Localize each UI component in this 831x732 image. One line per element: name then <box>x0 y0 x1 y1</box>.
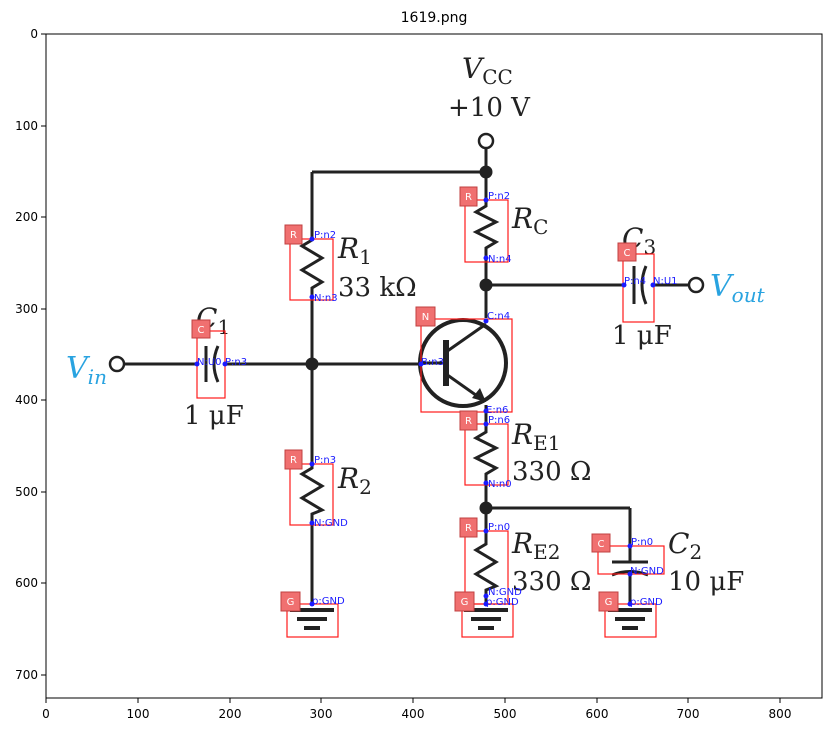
c2-label: C2 <box>668 527 702 564</box>
pin-label: N:GND <box>314 518 348 529</box>
component-tag: C <box>598 539 605 550</box>
annotation-rc: R P:n2 N:n4 <box>459 186 512 265</box>
component-tag: C <box>198 325 205 336</box>
pin-label: p:GND <box>630 597 663 608</box>
annotation-gnd3: G p:GND <box>598 591 663 638</box>
re2-value: 330 Ω <box>512 567 591 597</box>
pin-label: P:n3 <box>314 455 336 466</box>
re1-label: RE1 <box>511 418 560 455</box>
y-tick-label: 0 <box>30 27 38 41</box>
annotation-r1: R P:n2 N:n3 <box>284 224 338 304</box>
pin-label: N:U1 <box>653 276 678 287</box>
resistor-r1-symbol <box>299 234 325 296</box>
x-tick-label: 600 <box>586 707 609 721</box>
resistor-re1-symbol <box>472 425 500 482</box>
figure-title: 1619.png <box>401 10 468 26</box>
pin-label: P:n2 <box>314 230 336 241</box>
component-tag: G <box>605 597 613 608</box>
pin-label: P:n6 <box>488 415 510 426</box>
pin-label: E:n6 <box>486 405 508 416</box>
pin-label: N:n4 <box>488 254 512 265</box>
r1-value: 33 kΩ <box>338 273 417 303</box>
annotation-r2: R P:n3 N:GND <box>284 449 348 529</box>
re1-value: 330 Ω <box>512 457 591 487</box>
annotation-re1: R P:n6 N:n0 <box>459 410 512 490</box>
annotation-gnd2: G p:GND <box>454 591 519 638</box>
vin-label: Vin <box>66 351 107 389</box>
pin-label: C:n4 <box>487 311 510 322</box>
capacitor-c1-symbol <box>204 345 220 383</box>
y-tick-label: 700 <box>15 668 38 682</box>
vout-terminal <box>687 276 705 294</box>
vcc-terminal <box>477 132 495 150</box>
annotation-gnd1: G p:GND <box>280 591 345 638</box>
annotation-c3: C P:n4 N:U1 <box>617 242 678 323</box>
pin-label: P:n0 <box>631 537 653 548</box>
vin-terminal <box>108 355 126 373</box>
vout-label: Vout <box>710 269 766 307</box>
pin-label: p:GND <box>312 596 345 607</box>
component-tag: R <box>465 416 472 427</box>
pin-label: p:GND <box>486 597 519 608</box>
pin-label: N:GND <box>488 587 522 598</box>
pin-label: N:GND <box>630 566 664 577</box>
x-tick-label: 800 <box>769 707 792 721</box>
annotation-c2: C P:n0 N:GND <box>591 533 665 577</box>
component-tag: C <box>624 248 631 259</box>
resistor-r2-symbol <box>299 460 326 520</box>
y-tick-label: 600 <box>15 576 38 590</box>
component-tag: R <box>290 230 297 241</box>
pin-label: B:n3 <box>421 357 444 368</box>
component-tag: N <box>422 312 429 323</box>
pin-label: P:n4 <box>624 276 646 287</box>
pin-label: N:U0 <box>197 357 222 368</box>
resistor-rc-symbol <box>472 200 500 258</box>
pin-label: P:n2 <box>488 191 510 202</box>
y-tick-label: 300 <box>15 302 38 316</box>
component-tag: R <box>465 523 472 534</box>
x-tick-label: 700 <box>677 707 700 721</box>
junction-dots <box>305 165 493 515</box>
r2-label: R2 <box>337 462 372 499</box>
rc-label: RC <box>511 202 548 239</box>
c1-value: 1 μF <box>184 401 244 431</box>
pin-label: N:n0 <box>488 479 512 490</box>
c3-value: 1 μF <box>612 321 672 351</box>
capacitor-c3-symbol <box>632 265 648 305</box>
y-tick-label: 500 <box>15 485 38 499</box>
vcc-value: +10 V <box>448 93 531 123</box>
component-tag: R <box>290 455 297 466</box>
y-axis: 0 100 200 300 400 500 600 700 <box>15 27 46 682</box>
component-tag: R <box>465 192 472 203</box>
x-tick-label: 200 <box>219 707 242 721</box>
x-tick-label: 400 <box>402 707 425 721</box>
r1-label: R1 <box>337 232 372 269</box>
c2-value: 10 μF <box>668 567 744 597</box>
y-tick-label: 100 <box>15 119 38 133</box>
y-tick-label: 200 <box>15 210 38 224</box>
component-tag: G <box>461 597 469 608</box>
x-tick-label: 300 <box>310 707 333 721</box>
resistor-re2-symbol <box>473 538 500 596</box>
annotation-c1: C N:U0 P:n3 <box>191 319 247 399</box>
re2-label: RE2 <box>511 527 560 564</box>
axes-frame <box>45 33 823 699</box>
pin-label: P:n0 <box>488 522 510 533</box>
pin-label: N:n3 <box>314 293 338 304</box>
x-axis: 0 100 200 300 400 500 600 700 800 <box>42 698 791 721</box>
pin-label: P:n3 <box>225 357 247 368</box>
y-tick-label: 400 <box>15 393 38 407</box>
component-tag: G <box>287 597 295 608</box>
vcc-label: VCC <box>462 52 513 89</box>
x-tick-label: 100 <box>127 707 150 721</box>
annotation-q: N C:n4 B:n3 E:n6 <box>415 306 513 416</box>
x-tick-label: 500 <box>494 707 517 721</box>
x-tick-label: 0 <box>42 707 50 721</box>
